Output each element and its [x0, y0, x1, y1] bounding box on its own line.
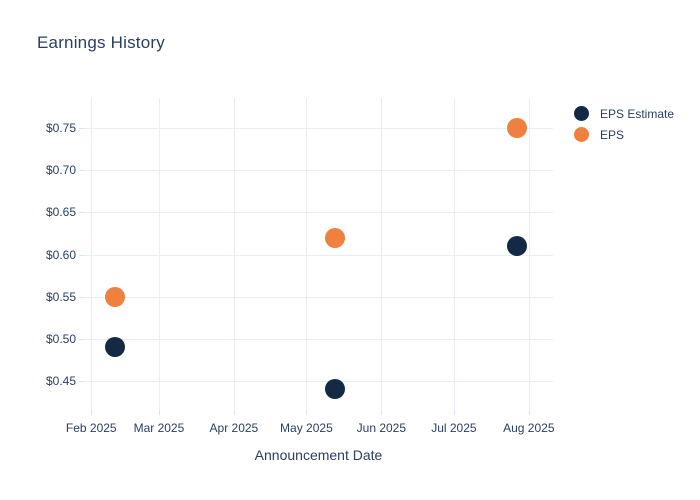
x-tick-label: Jun 2025 [356, 421, 407, 435]
x-gridline [233, 98, 235, 410]
y-tick-label: $0.75 [45, 121, 76, 136]
data-point-eps-estimate[interactable] [506, 236, 527, 257]
y-tick-mark [79, 128, 84, 130]
data-point-eps[interactable] [506, 118, 527, 139]
x-tick-label: Feb 2025 [65, 421, 117, 435]
y-tick-label: $0.45 [45, 373, 76, 388]
y-tick-label: $0.70 [45, 163, 76, 178]
x-tick-mark [91, 410, 93, 415]
data-point-eps-estimate[interactable] [325, 379, 346, 400]
legend: EPS Estimate EPS [574, 103, 674, 145]
y-tick-mark [79, 212, 84, 214]
x-tick-label: Aug 2025 [503, 421, 555, 435]
x-axis-title: Announcement Date [254, 447, 383, 463]
data-point-eps-estimate[interactable] [105, 337, 126, 358]
y-tick-mark [79, 296, 84, 298]
legend-swatch-eps-estimate [574, 106, 589, 121]
x-tick-mark [528, 410, 530, 415]
x-tick-mark [306, 410, 308, 415]
x-tick-mark [381, 410, 383, 415]
data-point-eps[interactable] [105, 286, 126, 307]
x-gridline [306, 98, 308, 410]
y-tick-mark [79, 254, 84, 256]
y-tick-label: $0.55 [45, 289, 76, 304]
x-gridline [453, 98, 455, 410]
legend-label: EPS Estimate [600, 106, 675, 121]
y-gridline [84, 338, 553, 340]
y-gridline [84, 296, 553, 298]
x-tick-label: Mar 2025 [133, 421, 185, 435]
y-gridline [84, 254, 553, 256]
x-tick-label: Apr 2025 [209, 421, 259, 435]
x-tick-label: May 2025 [280, 421, 333, 435]
x-gridline [528, 98, 530, 410]
y-tick-mark [79, 338, 84, 340]
y-gridline [84, 380, 553, 382]
y-tick-label: $0.50 [45, 331, 76, 346]
y-gridline [84, 212, 553, 214]
y-tick-label: $0.60 [45, 247, 76, 262]
y-tick-mark [79, 170, 84, 172]
x-gridline [381, 98, 383, 410]
y-gridline [84, 170, 553, 172]
x-tick-mark [453, 410, 455, 415]
data-point-eps[interactable] [325, 227, 346, 248]
legend-item-eps-estimate[interactable]: EPS Estimate [574, 103, 674, 124]
legend-item-eps[interactable]: EPS [574, 124, 674, 145]
y-tick-mark [79, 380, 84, 382]
x-gridline [91, 98, 93, 410]
chart-title: Earnings History [37, 33, 165, 52]
x-gridline [158, 98, 160, 410]
legend-label: EPS [600, 127, 625, 142]
x-tick-mark [158, 410, 160, 415]
y-tick-label: $0.65 [45, 205, 76, 220]
legend-swatch-eps [574, 127, 589, 142]
x-tick-label: Jul 2025 [431, 421, 477, 435]
x-tick-mark [233, 410, 235, 415]
y-gridline [84, 128, 553, 130]
